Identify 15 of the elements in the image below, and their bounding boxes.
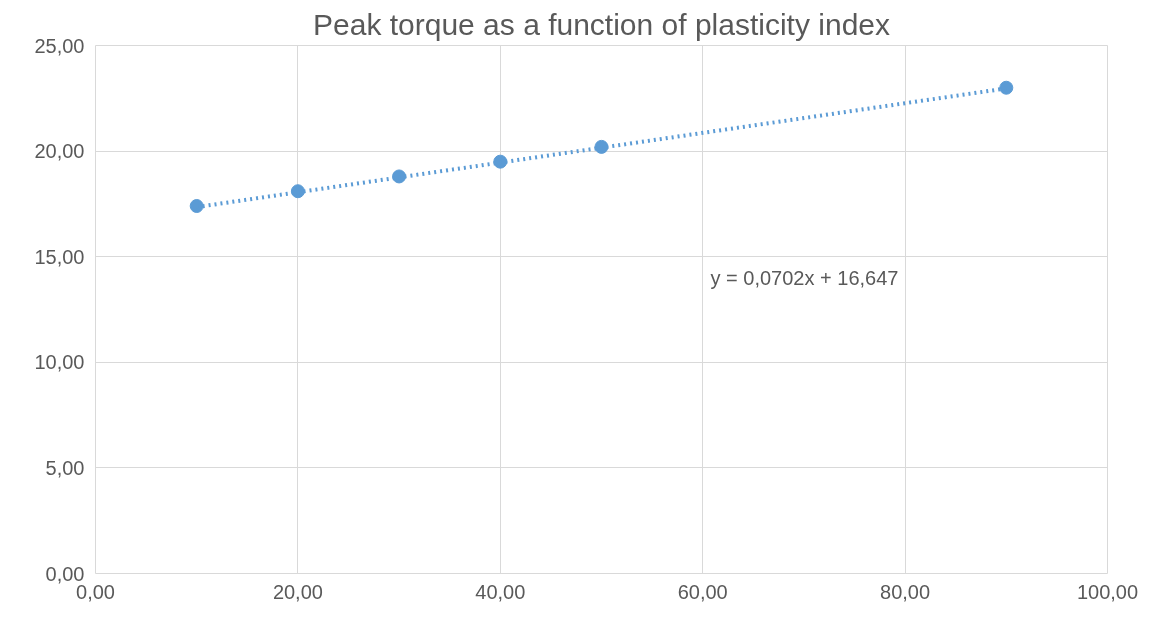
point [999, 80, 1014, 95]
point [189, 199, 204, 213]
x-tick-label: 40,00 [475, 580, 526, 603]
x-tick-label: 20,00 [272, 580, 323, 603]
chart-title: Peak torque as a function of plasticity index [313, 7, 891, 41]
point [594, 139, 609, 154]
y-tick-label: 15,00 [34, 245, 85, 268]
annotation: y = 0,0702x + 16,647 [710, 266, 899, 289]
y-tick-label: 5,00 [45, 456, 85, 479]
x-tick-label: 100,00 [1076, 580, 1139, 603]
y-tick-label: 20,00 [34, 140, 85, 163]
x-tick-label: 80,00 [880, 580, 931, 603]
x-tick-label: 60,00 [677, 580, 728, 603]
y-tick-label: 25,00 [34, 34, 85, 57]
y-tick-label: 10,00 [34, 351, 85, 374]
